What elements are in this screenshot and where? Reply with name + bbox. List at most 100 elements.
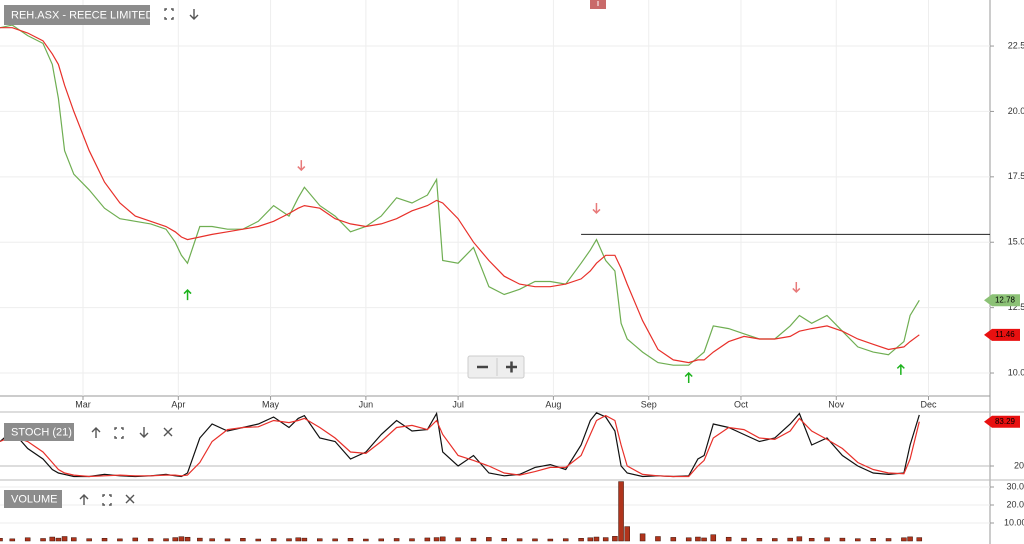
- volume-bar: [147, 538, 154, 542]
- volume-bar: [855, 538, 861, 542]
- price-tag-label: 12.78: [995, 295, 1016, 304]
- x-tick-label: Oct: [734, 399, 749, 409]
- series-line: [0, 414, 920, 478]
- y-tick-label: 15.00: [1008, 237, 1024, 247]
- up-icon[interactable]: [79, 494, 89, 505]
- up-icon[interactable]: [91, 427, 101, 438]
- volume-bar: [197, 537, 203, 542]
- price-tag-label: 11.46: [995, 330, 1015, 339]
- volume-bar: [655, 536, 661, 542]
- signal-arrow: [592, 202, 601, 215]
- volume-bar: [562, 538, 569, 542]
- y-tick-label: 20.00: [1008, 106, 1024, 116]
- volume-bar: [593, 536, 600, 542]
- volume-bar: [578, 538, 584, 542]
- volume-bar: [470, 537, 477, 542]
- volume-bar: [602, 537, 609, 542]
- volume-bar: [424, 537, 431, 542]
- x-tick-label: Apr: [171, 399, 185, 409]
- volume-bar: [178, 536, 185, 542]
- price-tag: [984, 415, 1020, 428]
- y-tick-label: 30.0m: [1006, 481, 1024, 491]
- price-header-icons: [164, 8, 199, 20]
- signal-arrow: [792, 281, 801, 294]
- price-title: REH.ASX - REECE LIMITED: [11, 9, 153, 21]
- price-tag: [984, 294, 1020, 307]
- volume-bar: [270, 538, 277, 542]
- volume-bar: [725, 536, 732, 542]
- down-icon[interactable]: [189, 9, 199, 20]
- volume-bar: [741, 537, 747, 542]
- volume-bar: [486, 537, 492, 542]
- volume-bar: [916, 537, 923, 542]
- volume-bar: [55, 537, 62, 542]
- volume-bar: [624, 526, 630, 542]
- expand-icon[interactable]: [164, 8, 174, 20]
- x-tick-label: Jun: [359, 399, 374, 409]
- stoch-header-box: [4, 423, 74, 441]
- volume-bar: [885, 538, 892, 542]
- volume-bar: [332, 538, 338, 542]
- signal-arrow: [684, 371, 693, 383]
- y-tick-label: 10.00: [1008, 367, 1024, 377]
- down-icon[interactable]: [139, 427, 149, 438]
- volume-bar: [172, 537, 178, 542]
- volume-bar: [439, 536, 446, 542]
- volume-bar: [209, 538, 215, 542]
- volume-bar: [24, 537, 31, 542]
- x-tick-label: Nov: [828, 399, 845, 409]
- volume-bar: [808, 538, 815, 542]
- volume-bar: [132, 537, 139, 542]
- volume-bar: [49, 536, 56, 542]
- volume-bar: [639, 533, 646, 542]
- volume-bar: [455, 537, 461, 542]
- zoom-box: [467, 355, 525, 379]
- volume-bar: [40, 538, 46, 542]
- volume-bar: [317, 538, 323, 542]
- series-line: [0, 27, 920, 364]
- expand-icon[interactable]: [102, 494, 112, 506]
- signal-arrow: [297, 160, 306, 172]
- volume-bar: [163, 538, 169, 542]
- close-icon[interactable]: [125, 494, 135, 504]
- volume-header-box: [4, 490, 62, 508]
- volume-bar: [71, 537, 77, 542]
- expand-icon[interactable]: [114, 427, 124, 439]
- zoom-controls: [467, 355, 525, 379]
- volume-bar: [710, 534, 717, 542]
- volume-bar: [240, 538, 246, 542]
- volume-bar: [839, 537, 846, 542]
- volume-bar: [701, 537, 707, 542]
- volume-bar: [0, 538, 3, 542]
- volume-bar: [756, 538, 763, 542]
- volume-bar: [516, 538, 523, 542]
- x-tick-label: Jul: [452, 399, 464, 409]
- plot-background: [0, 0, 990, 544]
- x-tick-label: Mar: [75, 399, 91, 409]
- volume-bar: [532, 538, 538, 542]
- volume-bar: [824, 537, 830, 542]
- volume-bar: [393, 538, 400, 542]
- price-tag: [984, 328, 1020, 341]
- volume-bar: [117, 538, 123, 542]
- volume-bar: [901, 537, 907, 542]
- volume-bar: [86, 538, 92, 542]
- volume-bar: [255, 538, 262, 542]
- signal-arrow: [896, 363, 905, 375]
- close-icon[interactable]: [163, 427, 173, 437]
- volume-title: VOLUME: [11, 493, 57, 505]
- volume-bar: [224, 538, 231, 542]
- volume-bar: [363, 538, 369, 542]
- stoch-header-icons: [91, 427, 173, 439]
- volume-header-icons: [79, 494, 135, 506]
- zoom-in-button[interactable]: [506, 361, 517, 373]
- price-header-box: [4, 5, 150, 25]
- volume-bar: [772, 538, 778, 542]
- volume-bar: [101, 538, 108, 542]
- volume-bar: [685, 537, 692, 542]
- volume-bar: [870, 538, 876, 542]
- x-tick-label: May: [262, 399, 280, 409]
- volume-bar: [295, 537, 301, 542]
